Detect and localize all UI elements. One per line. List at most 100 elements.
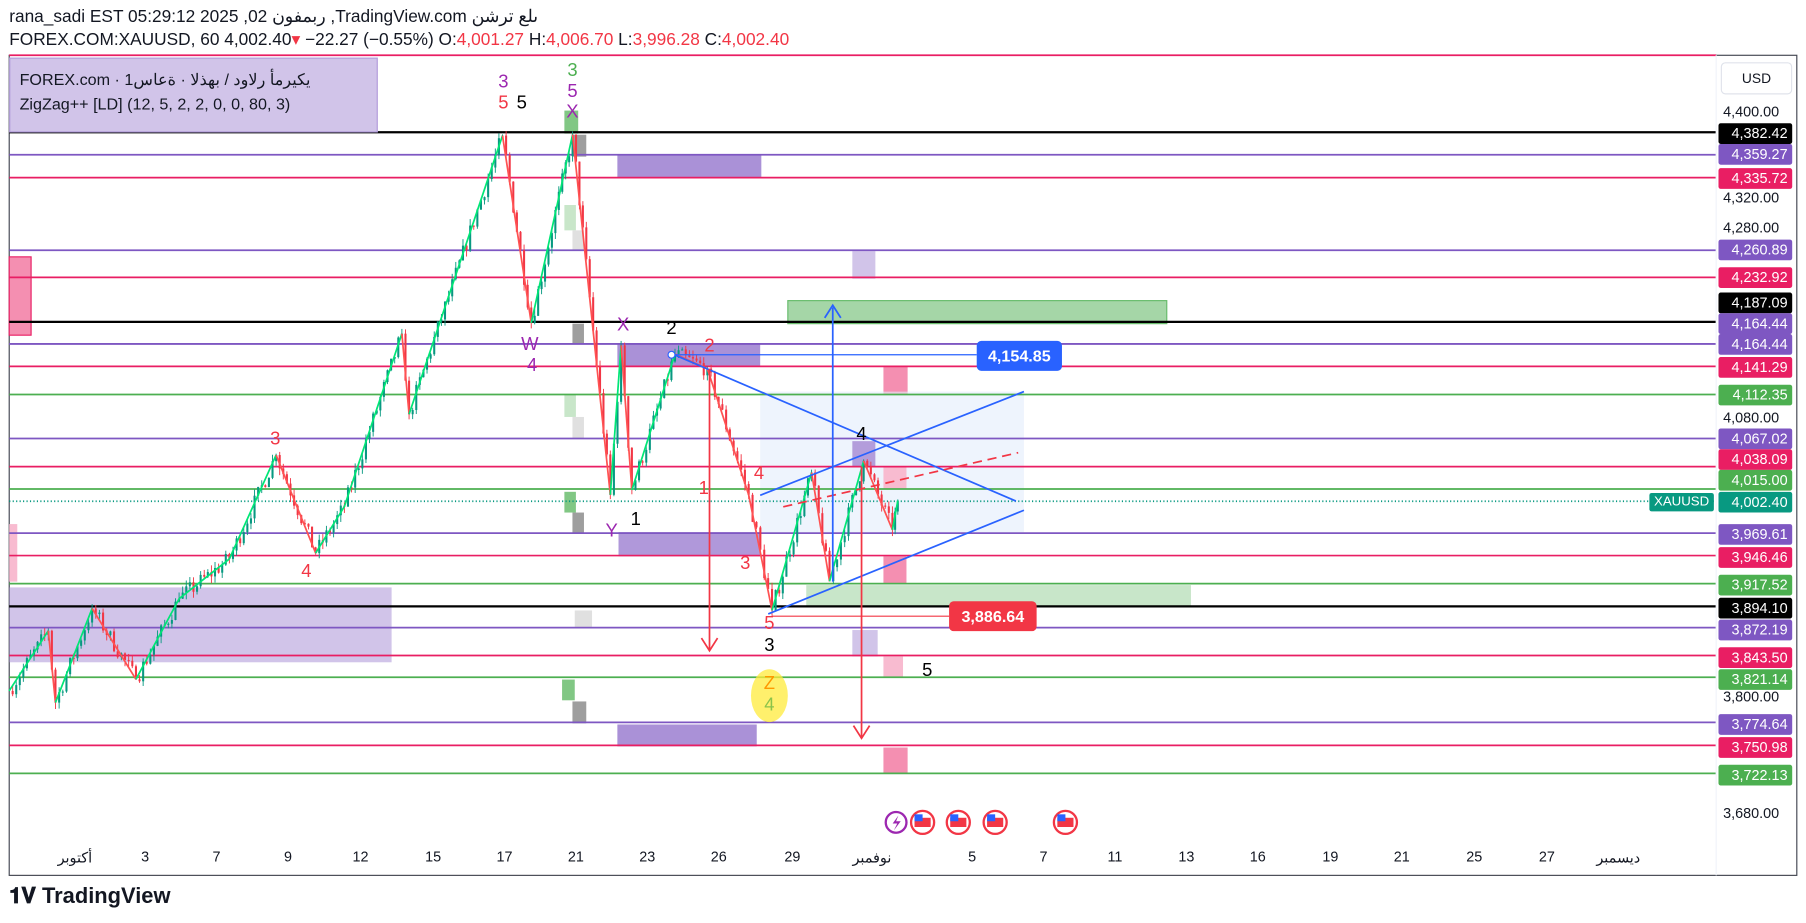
candle-body [149,654,152,664]
candle-body [778,589,781,594]
candle-body [217,567,220,573]
level-price-label: 4,359.27 [1718,143,1793,165]
candle-body [581,205,584,228]
candle-body [61,691,64,693]
candle-body [747,484,750,495]
candle-body [505,135,508,156]
wave-label: 2 [704,336,715,356]
candle-body [598,365,602,394]
price-tick: 4,400.00 [1723,103,1780,120]
candle-body [839,542,842,560]
candle-body [264,485,267,488]
zone-box [883,656,904,678]
candle-body [862,460,865,482]
candle-body [116,651,119,658]
time-tick: 23 [639,848,656,866]
candle-body [533,315,536,323]
wave-label: 5 [764,613,775,634]
candle-body [578,161,581,206]
candle-body [91,608,94,623]
trendline [759,390,1025,497]
event-icons[interactable] [884,809,1079,836]
us-flag-icon [909,809,936,836]
level-price-label: 3,969.61 [1718,524,1793,545]
candle-body [138,679,141,682]
time-tick: 16 [1249,848,1266,866]
candle-body [713,372,716,397]
zone-box [8,256,32,336]
zone-box [806,585,1191,607]
candle-body [543,264,547,282]
zone-box [617,155,762,178]
candle-body [592,297,595,331]
candle-body [602,393,605,434]
candle-body [595,330,598,366]
zigzag-segment [862,460,894,531]
candle-body [174,601,177,620]
candle-body [11,690,14,695]
drawings[interactable] [667,303,1025,740]
level-price-label: 4,141.29 [1718,357,1793,378]
trendline [767,509,1025,615]
level-price-label: 4,015.00 [1718,469,1793,491]
price-tag-target[interactable]: 4,154.85 [976,340,1062,371]
candle-body [65,674,68,692]
symbol-name[interactable]: FOREX.COM:XAUUSD, 60 [9,29,220,50]
candle-body [242,532,245,544]
zigzag-segment [891,500,899,530]
candle-body [213,567,217,577]
candle-body [695,358,698,361]
candle-body [102,612,105,631]
candle-body [72,657,75,659]
level-price-label: 4,335.72 [1718,168,1793,189]
candle-body [123,653,127,660]
level-price-label: 4,232.92 [1718,267,1793,288]
wave-label: 4 [527,355,538,376]
candle-body [196,586,199,592]
candle-body [869,466,872,475]
candle-body [87,622,90,631]
candle-body [740,460,743,470]
candle-body [361,459,364,469]
candle-body [803,495,806,517]
indicator-legend[interactable]: FOREX.com · يكيرمأ رلاود / بهذلا · ةعاس1… [9,57,378,133]
candle-body [170,619,173,624]
candle-body [645,449,648,463]
candle-body [616,401,619,444]
candle-body [858,481,861,489]
candle-body [142,661,145,682]
candle-body [156,636,159,646]
level-price-label: 4,164.44 [1718,313,1793,335]
candle-body [29,654,32,659]
candle-body [364,439,367,460]
level-price-label: 4,187.09 [1718,292,1793,314]
zigzag-segment [91,607,137,680]
candle-body [828,550,831,582]
candle-body [554,209,557,234]
candle-body [483,197,486,201]
zigzag-segment [706,368,750,496]
time-tick: 21 [1393,848,1410,866]
tradingview-logo[interactable]: 𝟏𝐕 TradingView [9,885,170,910]
zone-box [883,747,908,775]
level-price-label: 3,894.10 [1718,597,1793,619]
zigzag-segment [810,472,831,582]
candle-body [167,623,170,625]
candle-body [568,156,571,163]
level-price-label: 4,164.44 [1718,334,1793,355]
candle-body [512,181,515,213]
currency-button[interactable]: USD [1720,62,1793,95]
wave-label: 4 [753,464,765,484]
zone-box [564,395,576,417]
wave-label: 4 [856,425,867,445]
time-tick: 3 [141,848,150,866]
wave-label: X [566,102,579,123]
zigzag-segment [228,454,277,560]
candle-body [751,494,754,522]
candle-body [896,500,899,512]
wave-label: 4 [764,695,775,716]
candle-body [83,630,86,641]
candle-body [443,301,447,320]
price-tag-stop[interactable]: 3,886.64 [949,601,1037,632]
